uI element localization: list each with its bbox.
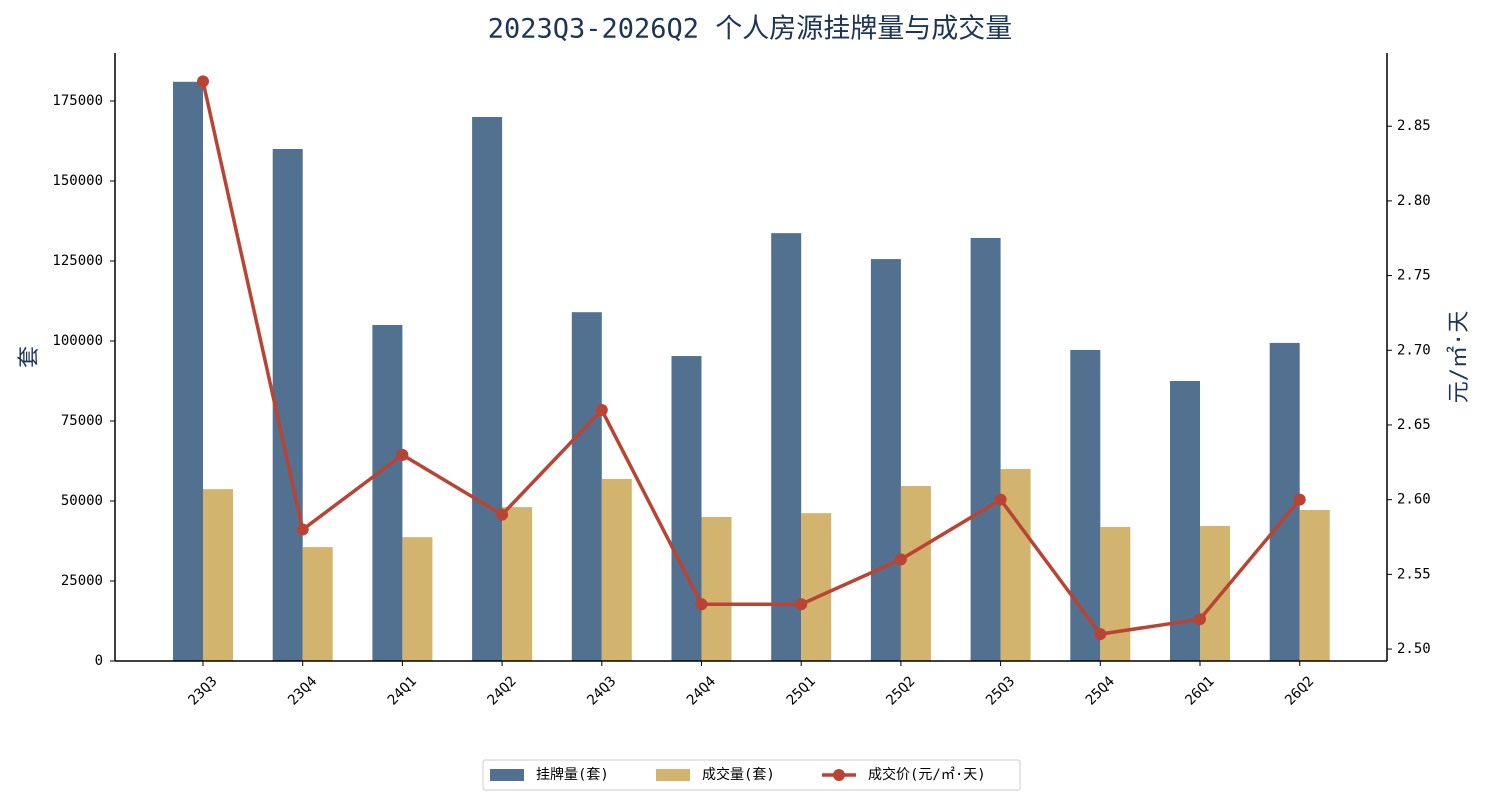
bar <box>472 117 503 661</box>
line-point <box>994 493 1007 506</box>
bar <box>870 259 901 661</box>
x-tick-label: 24Q3 <box>584 673 619 708</box>
legend-label: 成交量(套) <box>702 766 775 783</box>
line-point <box>296 523 309 536</box>
line-point <box>1094 628 1107 641</box>
y-tick-label: 75000 <box>61 413 103 429</box>
bar <box>502 507 533 661</box>
bar <box>203 489 233 661</box>
y2-tick-label: 2.65 <box>1397 417 1431 433</box>
x-tick-label: 24Q1 <box>385 673 420 708</box>
y-tick-label: 175000 <box>52 93 103 109</box>
y2-tick-label: 2.80 <box>1397 193 1431 209</box>
y2-tick-label: 2.70 <box>1397 342 1431 358</box>
y-tick-label: 50000 <box>61 493 103 509</box>
bar <box>671 356 702 661</box>
line-point <box>595 404 608 417</box>
y2-tick-label: 2.75 <box>1397 268 1431 284</box>
legend-label: 挂牌量(套) <box>536 766 609 783</box>
y2-tick-label: 2.50 <box>1397 641 1431 657</box>
y-tick-label: 150000 <box>52 173 103 189</box>
y-tick-label: 0 <box>95 653 103 669</box>
bar <box>402 537 433 661</box>
x-tick-label: 25Q3 <box>983 673 1018 708</box>
legend-swatch <box>490 769 524 781</box>
line-point <box>1194 613 1206 626</box>
bar <box>302 547 333 661</box>
line-point <box>396 448 409 461</box>
bar <box>1299 509 1330 661</box>
bar <box>801 513 832 661</box>
y2-tick-label: 2.60 <box>1397 492 1431 508</box>
bar <box>601 478 632 661</box>
legend-swatch <box>833 769 845 781</box>
bar <box>1200 525 1230 661</box>
line <box>201 81 1302 636</box>
bar <box>571 312 602 661</box>
x-tick-label: 23Q4 <box>285 673 320 708</box>
x-tick-label: 26Q1 <box>1182 673 1217 708</box>
y2-axis-label: 元/㎡·天 <box>1446 311 1472 404</box>
y-axis-label: 套 <box>17 346 42 368</box>
y-tick-label: 125000 <box>52 253 103 269</box>
x-tick-label: 25Q1 <box>784 673 819 708</box>
y-tick-label: 25000 <box>61 573 103 589</box>
legend-swatch <box>656 769 690 781</box>
line-point <box>894 553 907 566</box>
bar <box>1100 526 1131 661</box>
x-tick-label: 23Q3 <box>185 673 220 708</box>
bar <box>1170 381 1200 661</box>
legend-box <box>482 759 1021 791</box>
bar <box>970 237 1001 661</box>
x-tick-label: 25Q2 <box>883 673 918 708</box>
legend-label: 成交价(元/㎡·天) <box>868 766 986 783</box>
bar <box>1070 349 1101 661</box>
bar <box>272 149 303 661</box>
bar <box>900 485 931 661</box>
y2-tick-label: 2.85 <box>1397 118 1431 134</box>
line-point <box>496 508 509 521</box>
line-point <box>197 75 209 88</box>
bar <box>372 325 403 661</box>
x-tick-label: 26Q2 <box>1282 673 1317 708</box>
bar <box>701 517 732 661</box>
line-point <box>695 598 708 611</box>
x-tick-label: 24Q2 <box>485 673 520 708</box>
y-tick-label: 100000 <box>52 333 103 349</box>
y2-tick-label: 2.55 <box>1397 566 1431 582</box>
bar <box>173 81 203 662</box>
x-tick-label: 24Q4 <box>684 673 719 708</box>
bar <box>771 233 802 661</box>
chart-title: 2023Q3-2026Q2 个人房源挂牌量与成交量 <box>488 14 1013 45</box>
line-point <box>1293 493 1306 506</box>
line-point <box>795 598 808 611</box>
x-tick-label: 25Q4 <box>1083 673 1118 708</box>
